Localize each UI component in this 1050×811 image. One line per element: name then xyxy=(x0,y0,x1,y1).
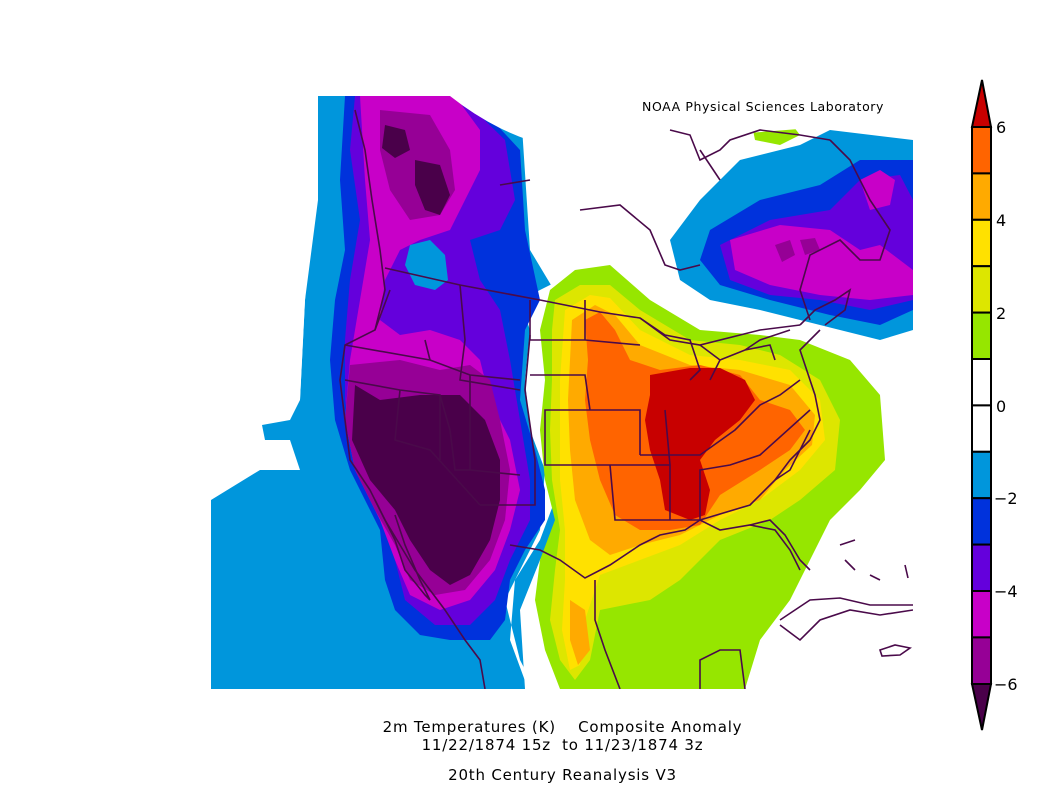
title-line-2: 11/22/1874 15z to 11/23/1874 3z xyxy=(421,736,704,754)
colorbar-tick-neg2: −2 xyxy=(994,489,1018,508)
colorbar-bin-9 xyxy=(971,497,992,546)
colorbar-tick-6: 6 xyxy=(996,118,1007,137)
colorbar-tick-neg6: −6 xyxy=(994,675,1018,694)
map-contour-fill xyxy=(211,96,913,689)
state-lines-central xyxy=(529,300,811,521)
title-line-1: 2m Temperatures (K) Composite Anomaly xyxy=(382,718,743,736)
map-boundaries xyxy=(339,109,913,689)
colorbar-bin-3 xyxy=(971,218,992,268)
colorbar-bin-12 xyxy=(971,636,992,686)
colorbar-bin-7 xyxy=(971,404,992,453)
mexico-gulf-coast xyxy=(594,580,746,689)
colorbar-tick-4: 4 xyxy=(996,211,1007,230)
nova-scotia-outline xyxy=(799,288,852,326)
colorbar-bin-1 xyxy=(971,126,992,175)
pacific-coastline xyxy=(339,109,486,689)
contour-bc-lightblue xyxy=(405,240,448,290)
colorbar-bin-2 xyxy=(971,172,992,221)
gulf-coastline xyxy=(509,519,801,579)
hudson-bay-coast xyxy=(499,129,831,271)
colorbar-tick-neg4: −4 xyxy=(994,582,1018,601)
colorbar-over-triangle xyxy=(970,79,993,128)
contour-east-magenta xyxy=(730,170,913,300)
contour-warm-core xyxy=(645,368,755,520)
credit-label: NOAA Physical Sciences Laboratory xyxy=(640,99,887,114)
cuba-outline xyxy=(779,597,913,642)
projection-left-edge xyxy=(211,96,318,430)
colorbar-bin-4 xyxy=(971,265,992,314)
colorbar-tick-0: 0 xyxy=(996,397,1007,416)
colorbar-bin-5 xyxy=(971,311,992,361)
hispaniola-outline xyxy=(878,644,912,657)
colorbar-under-triangle xyxy=(970,683,993,731)
atlantic-coastline xyxy=(774,329,821,481)
florida-coastline xyxy=(749,519,811,571)
labrador-coast xyxy=(799,139,891,321)
great-lakes xyxy=(639,317,791,381)
colorbar-bin-8 xyxy=(971,450,992,500)
colorbar-bin-11 xyxy=(971,590,992,639)
state-lines-west xyxy=(344,284,536,506)
colorbar xyxy=(970,79,993,731)
baja-coastline xyxy=(374,499,431,601)
colorbar-bin-6 xyxy=(971,358,992,407)
colorbar-bin-10 xyxy=(971,543,992,592)
bahamas-outline xyxy=(839,539,909,581)
contour-east-darkmagenta xyxy=(775,238,820,262)
title-line-3: 20th Century Reanalysis V3 xyxy=(448,766,677,784)
colorbar-tick-2: 2 xyxy=(996,304,1007,323)
